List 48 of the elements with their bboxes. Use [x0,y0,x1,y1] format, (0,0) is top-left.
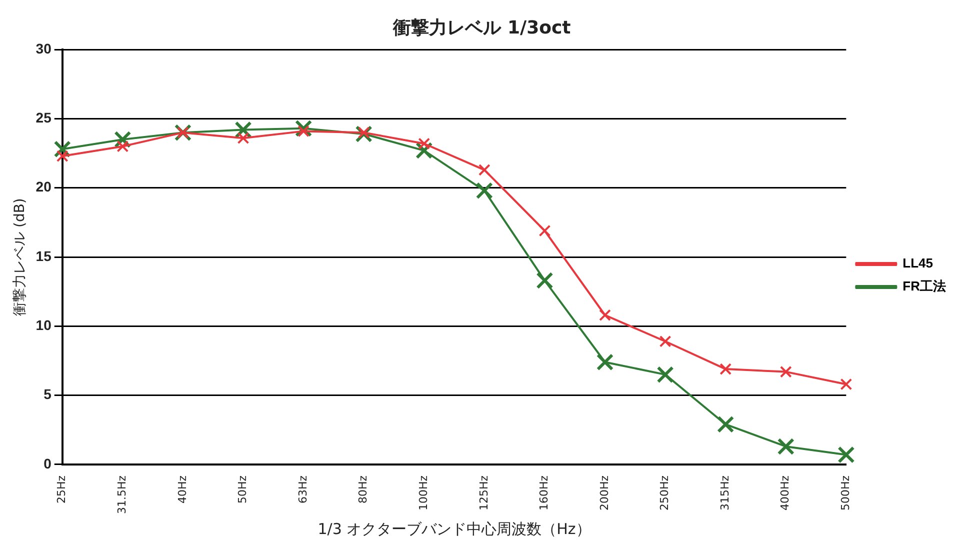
x-tick-label: 315Hz [718,475,732,511]
point [418,138,430,150]
point [476,182,493,200]
y-tick-label: 0 [44,455,52,472]
point [840,378,852,390]
x-tick-label: 100Hz [416,475,430,511]
point [478,164,490,176]
y-tick-label: 5 [44,386,52,402]
point [177,126,189,139]
x-tick-label: 200Hz [598,475,611,511]
point [536,272,554,290]
x-tick-label: 250Hz [658,475,672,511]
x-tick-label: 80Hz [356,475,370,504]
y-axis-title: 衝撃力レベル (dB) [12,198,28,316]
point [237,132,250,144]
point [298,125,310,138]
y-tick-label: 25 [36,110,52,126]
point [720,363,732,375]
y-tick-label: 10 [36,317,52,334]
point [596,354,614,371]
point [56,150,68,162]
x-tick-label: 40Hz [176,475,189,504]
x-tick-label: 50Hz [236,475,250,504]
x-tick-label: 500Hz [839,475,852,511]
x-tick-label: 25Hz [55,475,68,504]
x-tick-label: 63Hz [296,475,310,504]
x-tick-label: 400Hz [778,475,792,511]
y-tick-label: 15 [36,248,52,264]
point [538,224,551,237]
x-tick-label: 31.5Hz [116,475,129,514]
point [717,416,734,433]
y-tick-label: 20 [36,178,52,195]
point [777,438,794,456]
point [116,140,129,152]
x-axis-title: 1/3 オクターブバンド中心周波数（Hz） [318,520,591,538]
point [838,446,855,464]
point [780,366,792,378]
point [234,121,252,138]
point [656,366,674,384]
point [599,309,611,322]
point [358,126,370,139]
chart-title: 衝撃力レベル 1/3oct [392,17,572,38]
x-tick-label: 125Hz [477,475,490,511]
x-tick-label: 160Hz [538,475,551,511]
legend-label: FR工法 [902,278,946,294]
point [659,335,672,348]
y-tick-label: 30 [36,40,52,56]
legend-label: LL45 [902,256,934,271]
